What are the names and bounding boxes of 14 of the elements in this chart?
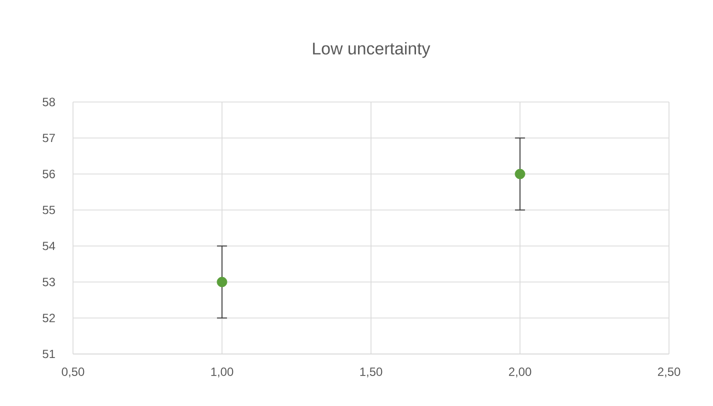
y-tick-label: 53 — [42, 278, 55, 286]
x-tick-label: 1,50 — [360, 368, 382, 378]
x-tick-label: 0,50 — [62, 368, 84, 378]
y-tick-label: 58 — [42, 98, 55, 106]
x-tick-label: 1,00 — [211, 368, 234, 378]
y-tick-label: 54 — [42, 242, 56, 250]
y-tick-label: 57 — [42, 134, 55, 142]
y-tick-label: 55 — [42, 206, 55, 214]
x-tick-label: 2,00 — [508, 368, 532, 378]
y-tick-label: 52 — [42, 314, 55, 322]
x-tick-label: 2,50 — [658, 368, 680, 378]
chart-title: Low uncertainty — [313, 42, 430, 58]
y-tick-label: 56 — [42, 170, 55, 178]
y-tick-label: 51 — [42, 350, 55, 358]
